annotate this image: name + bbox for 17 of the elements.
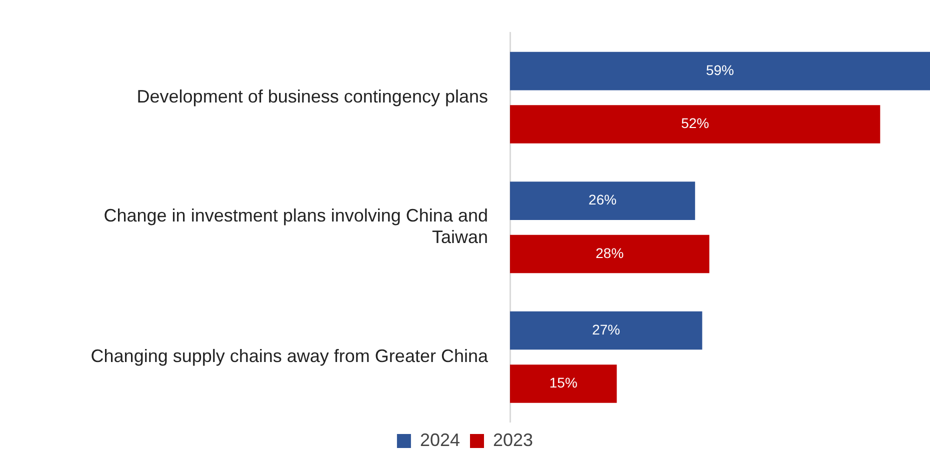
bar xyxy=(510,364,617,403)
y-tick-label: Change in investment plans involving China and Taiwan xyxy=(104,206,488,248)
bar xyxy=(510,234,710,274)
bar xyxy=(510,311,702,350)
data-label: 15% xyxy=(549,374,578,391)
y-tick-label: Changing supply chains away from Greater China xyxy=(90,346,489,366)
bar xyxy=(510,182,696,220)
data-label: 52% xyxy=(681,115,710,132)
data-label: 27% xyxy=(592,321,620,338)
bar xyxy=(510,105,880,144)
bar xyxy=(510,52,930,90)
data-label: 26% xyxy=(588,192,617,208)
legend-label: 2023 xyxy=(493,430,534,450)
data-label: 59% xyxy=(706,62,734,78)
legend-label: 2024 xyxy=(420,430,460,450)
y-tick-label: Development of business contingency plans xyxy=(136,86,488,107)
data-label: 28% xyxy=(596,244,624,261)
